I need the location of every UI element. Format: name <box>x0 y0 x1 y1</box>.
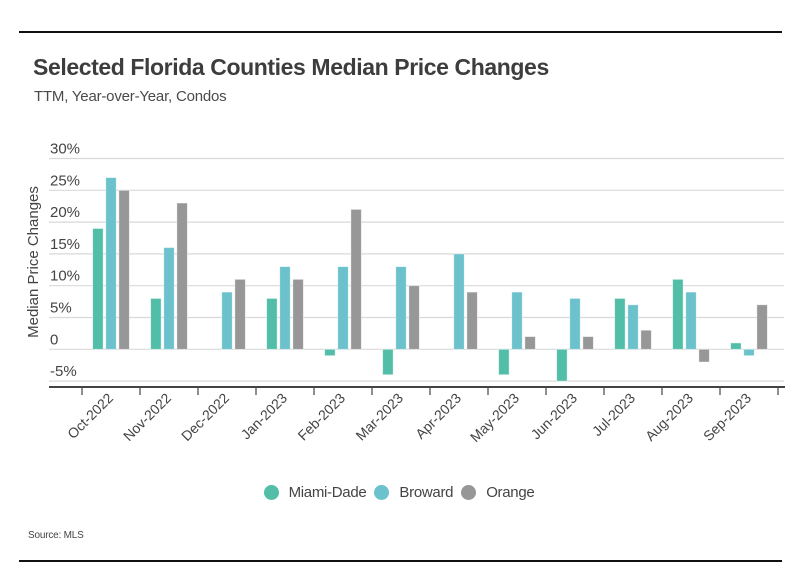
x-axis <box>49 386 785 395</box>
y-tick-label: -5% <box>50 363 77 380</box>
y-tick-label: 15% <box>50 236 80 253</box>
legend-swatch-icon <box>461 485 477 500</box>
bar-orange-mar-2023[interactable] <box>408 285 420 350</box>
x-tick-label: Sep-2023 <box>700 390 754 444</box>
x-tick-label: Mar-2023 <box>352 390 406 444</box>
bar-miami-dade-jun-2023[interactable] <box>556 348 568 382</box>
legend-label: Orange <box>486 484 535 501</box>
bar-miami-dade-feb-2023[interactable] <box>324 348 336 357</box>
bar-broward-apr-2023[interactable] <box>453 253 465 350</box>
bar-orange-sep-2023[interactable] <box>756 304 768 350</box>
x-tick-label: Nov-2022 <box>120 390 174 444</box>
bottom-rule <box>19 560 782 562</box>
bar-broward-aug-2023[interactable] <box>685 291 697 350</box>
bar-broward-may-2023[interactable] <box>511 291 523 350</box>
y-axis-title: Median Price Changes <box>25 186 42 338</box>
bar-miami-dade-mar-2023[interactable] <box>382 348 394 376</box>
bar-miami-dade-jul-2023[interactable] <box>614 298 626 350</box>
bar-miami-dade-jan-2023[interactable] <box>266 298 278 350</box>
y-tick-label: 20% <box>50 204 80 221</box>
x-tick-label: Dec-2022 <box>178 390 232 444</box>
bar-chart: -5% 0 5% 10% 15% 20% 25% 30% Median Price Chang… <box>25 141 785 445</box>
bar-orange-nov-2022[interactable] <box>176 202 188 350</box>
bar-broward-nov-2022[interactable] <box>163 247 175 350</box>
x-tick-label: Apr-2023 <box>412 390 464 442</box>
x-axis-tick-labels: Oct-2022 Nov-2022 Dec-2022 Jan-2023 Feb-2023… <box>64 390 754 445</box>
bar-broward-oct-2022[interactable] <box>105 177 117 350</box>
top-rule <box>19 31 782 33</box>
chart-title: Selected Florida Counties Median Price C… <box>33 54 549 80</box>
bar-miami-dade-may-2023[interactable] <box>498 348 510 376</box>
bar-broward-jul-2023[interactable] <box>627 304 639 350</box>
y-tick-label: 5% <box>50 300 72 317</box>
legend-swatch-icon <box>263 485 279 500</box>
x-tick-label: Oct-2022 <box>64 390 116 442</box>
chart-subtitle: TTM, Year-over-Year, Condos <box>34 88 227 105</box>
legend-item-miami-dade[interactable]: Miami-Dade <box>263 484 367 501</box>
bar-orange-dec-2022[interactable] <box>234 278 246 350</box>
bar-orange-may-2023[interactable] <box>524 336 536 350</box>
bar-miami-dade-sep-2023[interactable] <box>730 342 742 350</box>
x-tick-label: Jan-2023 <box>238 390 291 443</box>
x-tick-label: May-2023 <box>467 390 522 445</box>
legend-swatch-icon <box>374 485 390 500</box>
bar-broward-jan-2023[interactable] <box>279 266 291 350</box>
legend-item-orange[interactable]: Orange <box>461 484 535 501</box>
bar-broward-mar-2023[interactable] <box>395 266 407 350</box>
legend-label: Miami-Dade <box>288 484 367 501</box>
source-note: Source: MLS <box>28 530 84 541</box>
legend-label: Broward <box>399 484 454 501</box>
bar-orange-feb-2023[interactable] <box>350 208 362 350</box>
y-axis-tick-labels: -5% 0 5% 10% 15% 20% 25% 30% <box>50 141 80 381</box>
x-tick-label: Aug-2023 <box>642 390 696 444</box>
bar-broward-dec-2022[interactable] <box>221 291 233 350</box>
y-tick-label: 0 <box>50 331 58 348</box>
x-tick-label: Jul-2023 <box>589 390 638 439</box>
bar-orange-apr-2023[interactable] <box>466 291 478 350</box>
bar-miami-dade-aug-2023[interactable] <box>672 278 684 350</box>
bar-orange-aug-2023[interactable] <box>698 348 710 363</box>
bar-orange-jun-2023[interactable] <box>582 336 594 350</box>
bar-broward-feb-2023[interactable] <box>337 266 349 350</box>
bar-broward-sep-2023[interactable] <box>743 348 755 357</box>
bars <box>92 177 768 382</box>
bar-miami-dade-nov-2022[interactable] <box>150 298 162 350</box>
bar-orange-oct-2022[interactable] <box>118 189 130 350</box>
legend: Miami-Dade Broward Orange <box>0 484 798 501</box>
x-tick-label: Feb-2023 <box>294 390 348 444</box>
x-tick-label: Jun-2023 <box>528 390 581 443</box>
y-tick-label: 30% <box>50 141 80 158</box>
y-tick-label: 25% <box>50 172 80 189</box>
legend-item-broward[interactable]: Broward <box>374 484 453 501</box>
bar-orange-jan-2023[interactable] <box>292 278 304 350</box>
bar-broward-jun-2023[interactable] <box>569 298 581 350</box>
bar-miami-dade-oct-2022[interactable] <box>92 228 104 350</box>
y-tick-label: 10% <box>50 268 80 285</box>
bar-orange-jul-2023[interactable] <box>640 329 652 350</box>
